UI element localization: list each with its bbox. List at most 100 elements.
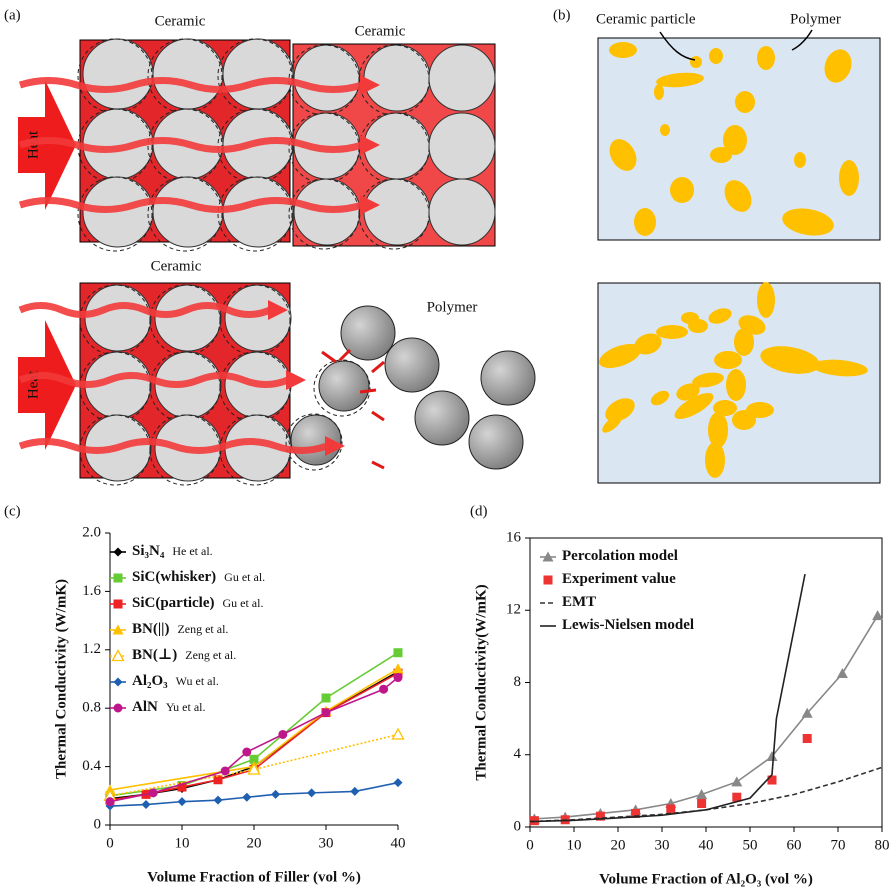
series-line — [530, 574, 805, 821]
legend-marker — [114, 704, 123, 713]
particle — [429, 113, 495, 179]
particle — [294, 45, 360, 111]
legend-marker — [114, 600, 123, 609]
data-point — [393, 663, 404, 673]
y-tick-label: 0.4 — [82, 758, 101, 774]
polymer-particle — [481, 351, 535, 405]
legend-label: SiC(particle)Gu et al. — [132, 595, 263, 611]
x-tick-label: 20 — [247, 835, 262, 851]
y-tick-label: 0 — [94, 816, 102, 832]
x-tick-label: 40 — [699, 837, 714, 853]
legend-ref: Yu et al. — [166, 700, 206, 714]
polymer-particle — [319, 361, 369, 411]
legend-ref: He et al. — [172, 544, 212, 558]
scatter-arrow — [340, 350, 350, 360]
legend-name: Lewis-Nielsen model — [562, 617, 694, 633]
legend-name: Al₂O₃ — [132, 673, 168, 689]
legend-name: SiC(particle) — [132, 595, 214, 611]
x-axis-title: Volume Fraction of Filler (vol %) — [147, 869, 361, 885]
series-line — [110, 672, 398, 799]
y-axis-title: Thermal Conductivity (W/mK) — [53, 579, 69, 779]
legend-name: Experiment value — [562, 571, 676, 587]
ceramic-particle — [839, 160, 859, 196]
legend-label: Al₂O₃Wu et al. — [132, 673, 219, 689]
data-point — [271, 790, 280, 799]
ceramic-particle — [660, 124, 670, 136]
data-point — [394, 778, 403, 787]
data-point — [178, 797, 187, 806]
diagram-label: Ceramic — [151, 258, 202, 274]
data-point — [242, 793, 251, 802]
data-point — [221, 766, 230, 775]
particle — [364, 45, 430, 111]
y-tick-label: 16 — [506, 529, 522, 545]
data-point — [142, 800, 151, 809]
x-tick-label: 10 — [175, 835, 190, 851]
data-point — [149, 788, 158, 797]
particle — [223, 177, 293, 247]
legend-label: Percolation model — [562, 548, 678, 564]
y-tick-label: 1.2 — [82, 641, 101, 657]
y-tick-label: 4 — [514, 746, 522, 762]
particle — [429, 179, 495, 245]
legend-name: EMT — [562, 594, 596, 610]
ceramic-particle — [708, 412, 728, 448]
legend-marker — [114, 548, 123, 557]
scatter-arrow — [360, 390, 376, 392]
data-point — [803, 734, 812, 743]
y-tick-label: 0.8 — [82, 700, 101, 716]
panel-label: (c) — [4, 503, 21, 519]
legend-label: BN(⊥)Zeng et al. — [132, 647, 236, 663]
ceramic-particle — [734, 328, 754, 356]
data-point — [666, 804, 675, 813]
scatter-arrow — [372, 412, 384, 420]
panel-label: (a) — [4, 7, 21, 23]
series-line — [530, 767, 882, 821]
x-tick-label: 60 — [787, 837, 802, 853]
ceramic-particle — [710, 147, 732, 163]
x-tick-label: 10 — [567, 837, 582, 853]
x-axis-title: Volume Fraction of Al₂O₃ (vol %) — [599, 871, 813, 887]
ceramic-particle — [690, 56, 702, 68]
ceramic-particle — [794, 152, 806, 168]
series-line — [534, 616, 877, 819]
x-tick-label: 20 — [611, 837, 626, 853]
data-point — [394, 648, 403, 657]
legend-ref: Gu et al. — [224, 570, 265, 584]
legend-marker — [114, 678, 123, 687]
particle — [225, 285, 291, 351]
ceramic-particle — [714, 351, 742, 369]
x-tick-label: 50 — [743, 837, 758, 853]
data-point — [242, 748, 251, 757]
particle — [223, 39, 293, 109]
data-point — [322, 693, 331, 702]
data-point — [731, 776, 742, 786]
data-point — [214, 796, 223, 805]
scatter-arrow — [372, 362, 384, 372]
legend-label: Si₃N₄He et al. — [132, 543, 213, 559]
scatter-arrow — [322, 352, 336, 362]
diagrams: HeatHeat — [18, 30, 880, 485]
legend-marker — [544, 576, 553, 585]
polymer-particle — [469, 415, 523, 469]
y-tick-label: 2.0 — [82, 524, 101, 540]
x-tick-label: 30 — [655, 837, 670, 853]
ceramic-particle — [609, 42, 637, 58]
polymer-particle — [291, 415, 341, 465]
panel-label: (d) — [470, 503, 488, 519]
polymer-particle — [415, 391, 469, 445]
ceramic-particle — [654, 84, 664, 100]
polymer-particle — [385, 338, 439, 392]
ceramic-particle — [746, 402, 774, 418]
legend-name: AlN — [132, 699, 158, 715]
ceramic-particle — [757, 46, 775, 70]
particle — [83, 39, 153, 109]
ceramic-particle — [735, 91, 755, 113]
data-point — [307, 788, 316, 797]
legend-name: BN(||) — [132, 621, 169, 637]
diagram-label: Ceramic particle — [596, 11, 696, 27]
charts: 00.40.81.21.62.0010203040Volume Fraction… — [53, 524, 889, 887]
data-point — [106, 797, 115, 806]
data-point — [322, 708, 331, 717]
legend-label: Experiment value — [562, 571, 676, 587]
